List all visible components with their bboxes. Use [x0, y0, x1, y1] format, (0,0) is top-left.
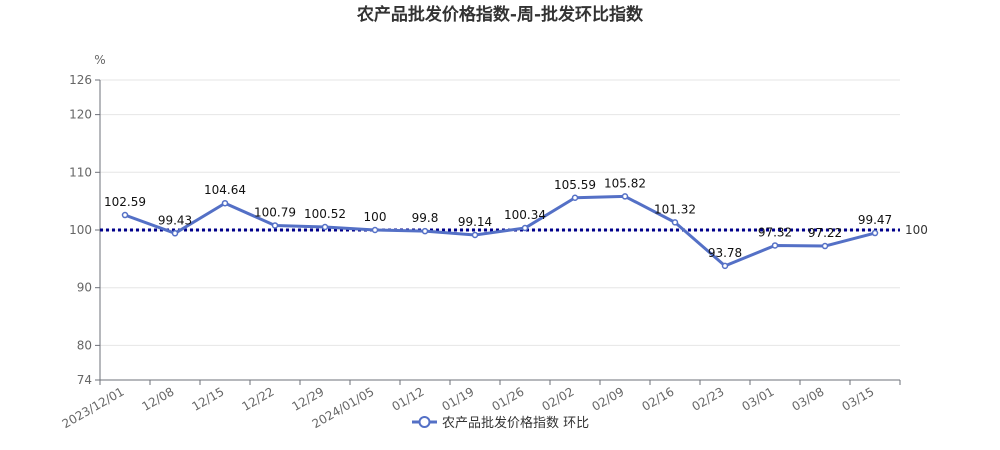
data-label: 105.59 — [554, 178, 596, 192]
data-point — [371, 226, 379, 234]
data-point — [621, 193, 629, 200]
data-label: 99.14 — [458, 215, 492, 229]
x-tick-label: 12/15 — [190, 384, 227, 413]
data-point — [771, 242, 779, 249]
series-group — [121, 193, 879, 270]
data-point — [471, 231, 479, 239]
data-point — [171, 230, 179, 237]
data-point — [571, 194, 579, 201]
data-point — [121, 211, 129, 219]
legend-marker — [418, 416, 431, 428]
grid-lines — [100, 79, 900, 346]
reference-line-group: 100 — [100, 223, 928, 237]
x-tick-label: 12/29 — [290, 384, 327, 413]
x-tick-label: 12/08 — [140, 384, 177, 413]
y-tick-label: 80 — [77, 338, 92, 352]
y-axis-ticks: 74 80 90 100 110 120 126 — [69, 73, 100, 387]
y-tick-label: 100 — [69, 223, 92, 237]
y-tick-label: 110 — [69, 165, 92, 179]
data-labels: 102.59 99.43 104.64 100.79 100.52 100 99.8 99.1… — [104, 176, 892, 259]
x-tick-label: 2023/12/01 — [60, 384, 127, 431]
data-label: 99.43 — [158, 213, 192, 227]
reference-line-label: 100 — [905, 223, 928, 237]
x-tick-label: 03/01 — [740, 384, 777, 413]
data-point — [871, 229, 879, 237]
data-label: 100.79 — [254, 205, 296, 219]
data-label: 100.52 — [304, 207, 346, 221]
data-point — [271, 222, 279, 229]
legend-label: 农产品批发价格指数 环比 — [442, 415, 589, 431]
legend[interactable]: 农产品批发价格指数 环比 — [412, 415, 589, 431]
series-line — [124, 194, 876, 268]
x-tick-label: 03/15 — [840, 384, 877, 413]
x-tick-label: 02/16 — [640, 384, 677, 413]
x-tick-label: 01/19 — [440, 384, 477, 413]
data-label: 100.34 — [504, 208, 546, 222]
chart-title: 农产品批发价格指数-周-批发环比指数 — [356, 4, 644, 25]
x-tick-label: 02/23 — [690, 384, 727, 413]
y-tick-label: 74 — [77, 373, 92, 387]
data-point — [521, 224, 529, 232]
data-point — [221, 199, 229, 207]
data-point — [421, 227, 429, 235]
y-axis-unit: % — [94, 53, 105, 67]
data-point — [321, 223, 329, 231]
data-label: 97.22 — [808, 226, 842, 240]
x-tick-label: 12/22 — [240, 384, 277, 413]
data-label: 100 — [364, 210, 387, 224]
data-point — [821, 242, 829, 250]
y-tick-label: 120 — [69, 108, 92, 122]
data-point — [721, 262, 729, 270]
data-label: 101.32 — [654, 202, 696, 216]
data-label: 99.8 — [412, 211, 439, 225]
data-label: 105.82 — [604, 176, 646, 190]
y-tick-label: 90 — [77, 281, 92, 295]
data-label: 104.64 — [204, 183, 246, 197]
x-tick-label: 02/09 — [590, 384, 627, 413]
y-tick-label: 126 — [69, 73, 92, 87]
data-label: 93.78 — [708, 246, 742, 260]
data-label: 97.32 — [758, 225, 792, 239]
x-tick-label: 02/02 — [540, 384, 577, 413]
data-point — [671, 219, 679, 226]
x-tick-label: 01/26 — [490, 384, 527, 413]
data-label: 102.59 — [104, 195, 146, 209]
x-tick-label: 03/08 — [790, 384, 827, 413]
data-label: 99.47 — [858, 213, 892, 227]
x-tick-label: 01/12 — [390, 384, 427, 413]
